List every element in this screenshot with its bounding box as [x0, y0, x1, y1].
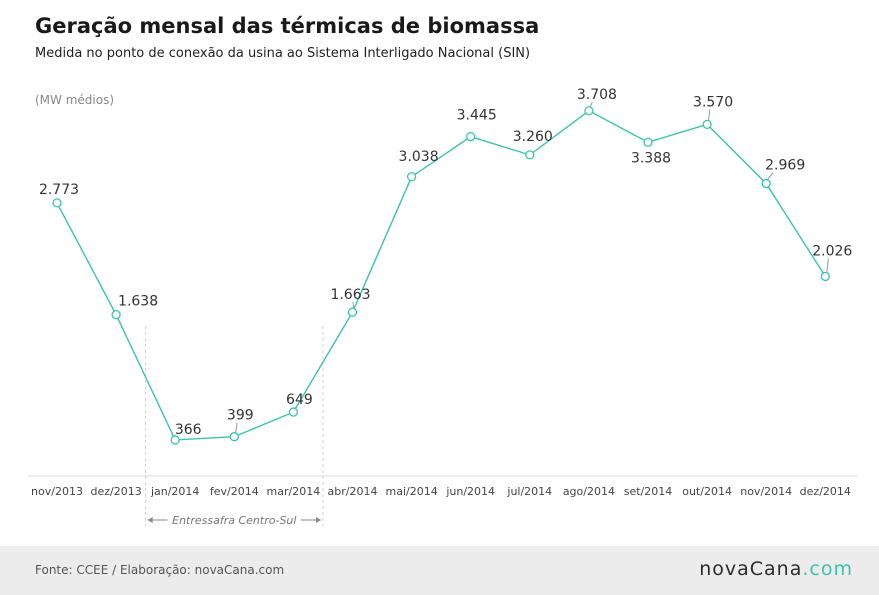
x-tick-label: set/2014 — [624, 485, 673, 498]
data-point — [584, 106, 594, 116]
data-point — [288, 407, 299, 417]
annotation-arrowhead-left — [147, 517, 153, 523]
data-point — [525, 150, 535, 160]
value-label: 3.445 — [457, 108, 497, 124]
brand-name: novaCana — [699, 558, 803, 580]
series-line — [56, 109, 826, 441]
x-tick-label: jan/2014 — [150, 485, 199, 498]
data-point — [643, 137, 653, 147]
data-point — [111, 310, 121, 320]
x-tick-label: mar/2014 — [267, 485, 321, 498]
label-leader-line — [767, 172, 774, 180]
data-point — [820, 271, 830, 282]
value-label: 399 — [227, 408, 254, 424]
x-tick-label: dez/2013 — [90, 485, 141, 498]
data-point — [466, 132, 476, 142]
data-point — [170, 435, 180, 445]
data-point — [347, 307, 358, 317]
x-tick-label: nov/2013 — [31, 485, 83, 498]
source-text: Fonte: CCEE / Elaboração: novaCana.com — [35, 563, 285, 577]
value-label: 3.570 — [693, 94, 733, 110]
x-tick-label: out/2014 — [682, 485, 732, 498]
value-label: 649 — [286, 392, 313, 408]
off-season-annotation: Entressafra Centro-Sul — [172, 514, 296, 527]
value-label: 3.038 — [399, 149, 439, 165]
line-chart: (MW médios) Entressafra Centro-Sul 2.773… — [28, 87, 858, 527]
value-label: 1.638 — [118, 294, 158, 310]
label-leader-line — [589, 101, 593, 107]
chart-title: Geração mensal das térmicas de biomassa — [35, 14, 540, 38]
x-tick-label: nov/2014 — [740, 485, 792, 498]
annotation-arrowhead-right — [315, 517, 321, 523]
label-leader-line — [826, 258, 829, 273]
value-label: 3.388 — [631, 150, 671, 166]
x-tick-label: abr/2014 — [328, 485, 378, 498]
label-leader-line — [235, 422, 238, 433]
value-label: 2.773 — [39, 182, 79, 198]
data-point — [229, 432, 239, 442]
unit-label: (MW médios) — [35, 93, 114, 107]
value-label: 3.260 — [513, 129, 553, 145]
x-tick-label: jun/2014 — [445, 485, 495, 498]
data-point — [761, 178, 771, 189]
value-label: 3.708 — [577, 87, 617, 103]
brand-logo: novaCana.com — [699, 558, 853, 580]
chart-subtitle: Medida no ponto de conexão da usina ao S… — [35, 46, 531, 61]
value-label: 1.663 — [330, 287, 370, 303]
data-point — [52, 198, 62, 208]
label-leader-line — [708, 109, 711, 121]
x-tick-label: dez/2014 — [800, 485, 851, 498]
x-tick-label: fev/2014 — [210, 485, 259, 498]
value-label: 366 — [175, 422, 202, 438]
data-point — [702, 119, 712, 130]
x-tick-label: jul/2014 — [506, 485, 552, 498]
x-tick-label: mai/2014 — [385, 485, 437, 498]
brand-domain: .com — [802, 558, 853, 580]
footer: Fonte: CCEE / Elaboração: novaCana.com n… — [0, 546, 879, 595]
x-tick-label: ago/2014 — [563, 485, 615, 498]
data-point — [406, 172, 417, 182]
value-label: 2.969 — [765, 158, 805, 174]
value-label: 2.026 — [812, 243, 852, 259]
label-leader-line — [352, 302, 355, 309]
